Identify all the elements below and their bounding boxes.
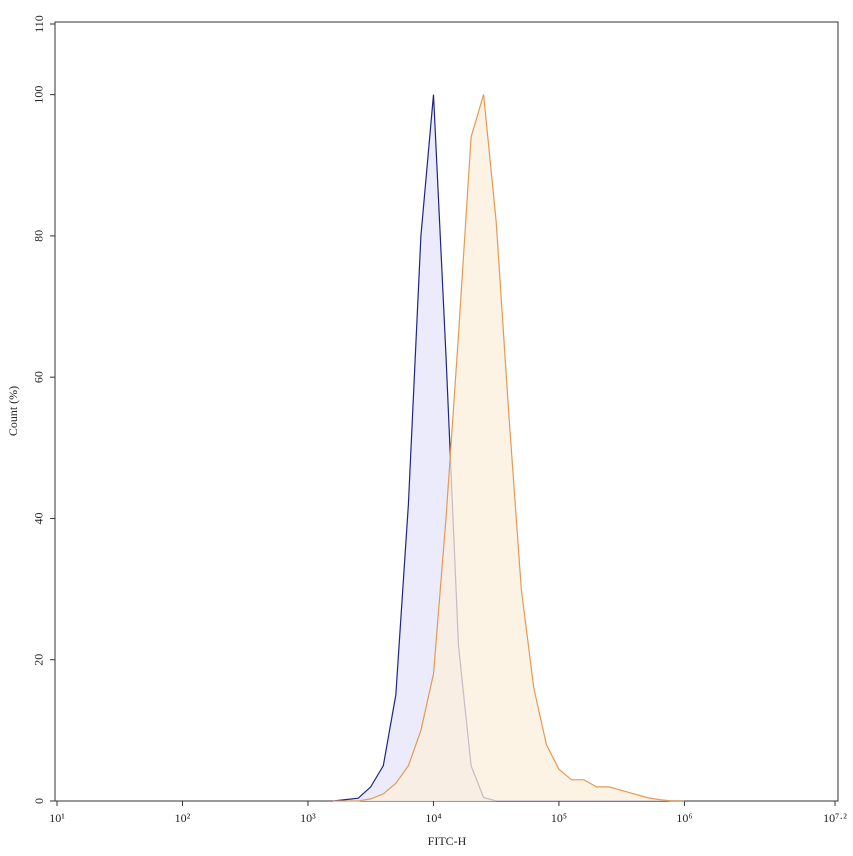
area [333, 94, 685, 802]
area [333, 94, 685, 802]
y-tick-label: 100 [32, 86, 46, 104]
y-tick-label: 40 [32, 512, 46, 524]
y-tick-label: 0 [32, 798, 46, 804]
y-axis-label: Count (%) [6, 386, 20, 436]
x-tick-label: 10⁷·² [823, 811, 847, 825]
y-tick-label: 80 [32, 230, 46, 242]
x-axis-label: FITC-H [428, 834, 467, 848]
line [333, 94, 685, 802]
y-tick-label: 110 [32, 15, 46, 33]
x-tick-label: 10¹ [49, 811, 65, 825]
x-tick-label: 10² [175, 811, 191, 825]
y-tick-label: 60 [32, 371, 46, 383]
x-tick-label: 10³ [300, 811, 316, 825]
x-tick-label: 10⁴ [425, 811, 441, 825]
x-tick-label: 10⁵ [551, 811, 567, 825]
y-tick-label: 20 [32, 654, 46, 666]
x-tick-label: 10⁶ [676, 811, 692, 825]
